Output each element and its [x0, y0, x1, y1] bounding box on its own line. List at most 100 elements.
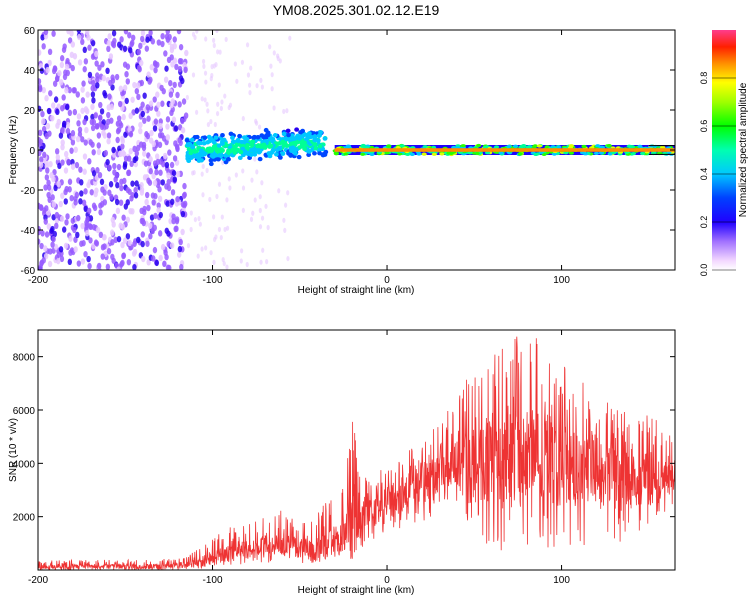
spectrogram-cell	[212, 42, 216, 49]
spectrogram-cell	[156, 39, 162, 46]
spectrogram-cell	[221, 137, 227, 143]
spectrogram-cell	[430, 145, 437, 149]
spectrogram-cell	[56, 118, 61, 126]
spectrogram-cell	[142, 209, 147, 216]
spectrogram-cell	[152, 224, 157, 232]
spectrogram-cell	[230, 135, 235, 140]
spectrogram-cell	[191, 72, 196, 78]
spectrogram-cell	[143, 160, 149, 167]
spectrogram-cell	[221, 257, 225, 263]
spectrogram-cell	[283, 202, 288, 208]
spectrogram-cell	[359, 144, 366, 148]
snr-series-line	[38, 336, 675, 570]
spectrogram-cell	[68, 249, 73, 256]
spectrogram-cell	[217, 82, 221, 88]
spectrogram-cell	[145, 104, 150, 111]
spectrogram-cell	[286, 132, 291, 138]
spectrogram-cell	[239, 139, 245, 145]
spectrogram-cell	[52, 230, 57, 238]
spectrogram-cell	[556, 145, 562, 149]
spectrogram-cell	[117, 41, 122, 48]
spectrogram-cell	[202, 135, 208, 140]
spectrogram-cell	[188, 150, 194, 156]
spectrogram-cell	[106, 39, 112, 47]
spectrogram-cell	[138, 121, 143, 129]
spectrogram-cell	[219, 234, 223, 241]
spectrogram-cell	[581, 144, 587, 149]
spectrogram-cell	[60, 192, 65, 199]
spectrogram-cell	[260, 215, 265, 221]
spectrogram-cell	[75, 91, 80, 98]
spectrogram-cell	[40, 230, 45, 237]
spectrogram-cell	[65, 213, 70, 220]
spectrogram-cell	[107, 164, 112, 171]
spectrogram-cell	[276, 146, 282, 151]
snr-series-layer	[38, 336, 675, 570]
spectrogram-cell	[73, 199, 78, 206]
spectrogram-cell	[91, 79, 96, 87]
spectrogram-cell	[46, 107, 52, 115]
spectrogram-cell	[215, 30, 219, 34]
spectrogram-cell	[518, 145, 524, 149]
spectrogram-cell	[139, 181, 144, 189]
spectrogram-cell	[467, 151, 473, 155]
spectrogram-cell	[173, 140, 178, 147]
spectrogram-cell	[112, 169, 117, 176]
spectrogram-cell	[64, 87, 69, 94]
spectrogram-cell	[208, 196, 212, 203]
spectrogram-cell	[90, 91, 96, 98]
spectrogram-cell	[193, 34, 197, 41]
spectrogram-cell	[84, 126, 89, 134]
spectrogram-cell	[322, 136, 328, 141]
spectrogram-cell	[176, 30, 182, 35]
spectrogram-cell	[165, 264, 171, 270]
spectrogram-cell	[80, 38, 85, 46]
spectrogram-cell	[69, 147, 74, 154]
spectrogram-cell	[130, 39, 135, 47]
spectrogram-cell	[53, 184, 58, 192]
spectrogram-y-tick-label: 40	[24, 66, 36, 77]
spectrogram-cell	[312, 134, 318, 139]
spectrogram-cell	[123, 155, 129, 162]
spectrogram-cell	[100, 61, 105, 68]
spectrogram-cell	[63, 242, 69, 249]
spectrogram-cell	[59, 255, 65, 263]
spectrogram-cell	[55, 108, 60, 116]
spectrogram-cell	[140, 35, 145, 43]
spectrogram-cell	[476, 143, 482, 148]
spectrogram-cell	[220, 99, 224, 105]
spectrogram-cell	[196, 140, 202, 146]
spectrogram-cell	[180, 228, 185, 236]
spectrogram-cell	[59, 55, 65, 62]
spectrogram-cell	[70, 130, 76, 137]
spectrogram-cell	[170, 198, 175, 206]
spectrogram-cell	[637, 144, 643, 148]
spectrogram-cell	[512, 144, 519, 148]
spectrogram-cell	[202, 63, 206, 69]
spectrogram-cell	[101, 74, 107, 82]
spectrogram-cell	[133, 192, 139, 199]
spectrogram-cell	[286, 255, 290, 262]
spectrogram-cell	[166, 172, 171, 179]
spectrogram-cell	[225, 225, 230, 231]
spectrogram-cell	[194, 134, 200, 140]
spectrogram-cell	[79, 179, 84, 186]
spectrogram-cell	[91, 149, 96, 156]
spectrogram-cell	[157, 195, 163, 203]
spectrogram-heat-layer	[38, 30, 675, 270]
spectrogram-cell	[80, 107, 85, 114]
spectrogram-cell	[44, 95, 49, 102]
spectrogram-cell	[219, 105, 223, 111]
spectrogram-cell	[81, 199, 87, 206]
spectrogram-cell	[65, 127, 71, 135]
spectrogram-cell	[87, 207, 92, 214]
spectrogram-cell	[255, 143, 261, 149]
spectrogram-cell	[46, 223, 52, 230]
spectrogram-cell	[50, 241, 55, 248]
spectrogram-cell	[124, 70, 129, 78]
spectrogram-cell	[245, 42, 250, 48]
spectrogram-cell	[240, 143, 246, 148]
spectrogram-cell	[47, 260, 53, 268]
spectrogram-cell	[168, 91, 174, 98]
